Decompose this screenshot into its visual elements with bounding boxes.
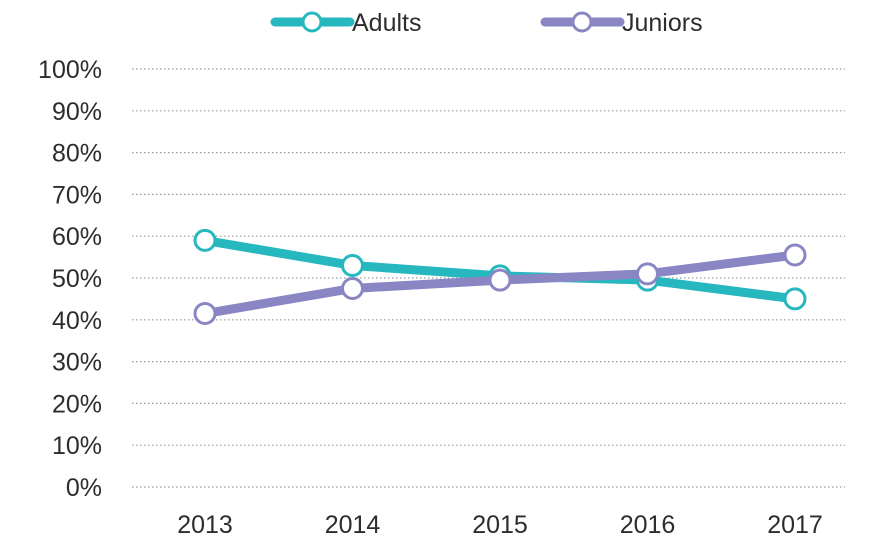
y-tick-label: 60% [52,223,102,251]
legend-marker [571,11,593,33]
legend-label: Adults [352,9,421,37]
y-tick-label: 40% [52,307,102,335]
y-tick-label: 70% [52,181,102,209]
y-axis-ticks: 0% 10% 20% 30% 40% 50% 60% 70% 80% 90% 100% [38,56,102,502]
legend-item-juniors: Juniors [540,9,703,37]
data-point [783,243,807,267]
x-tick-label: 2013 [177,511,233,539]
y-tick-label: 20% [52,390,102,418]
series-layer [193,228,807,326]
x-tick-label: 2014 [325,511,381,539]
x-tick-label: 2017 [767,511,823,539]
y-tick-label: 50% [52,265,102,293]
data-point [488,268,512,292]
x-tick-label: 2016 [620,511,676,539]
y-tick-label: 80% [52,140,102,168]
data-point [193,302,217,326]
y-tick-label: 100% [38,56,102,84]
data-point [193,228,217,252]
y-tick-label: 30% [52,349,102,377]
data-point [636,262,659,286]
legend: Adults Juniors [270,9,703,37]
x-axis-ticks: 2013 2014 2015 2016 2017 [177,511,823,539]
legend-item-adults: Adults [270,9,421,37]
data-point [341,253,364,277]
data-point [783,287,807,311]
x-tick-label: 2015 [472,511,528,539]
series-juniors [193,243,807,326]
y-tick-label: 90% [52,98,102,126]
y-tick-label: 0% [66,474,102,502]
legend-label: Juniors [622,9,703,37]
data-point [341,276,364,300]
legend-marker [301,11,323,33]
y-tick-label: 10% [52,432,102,460]
